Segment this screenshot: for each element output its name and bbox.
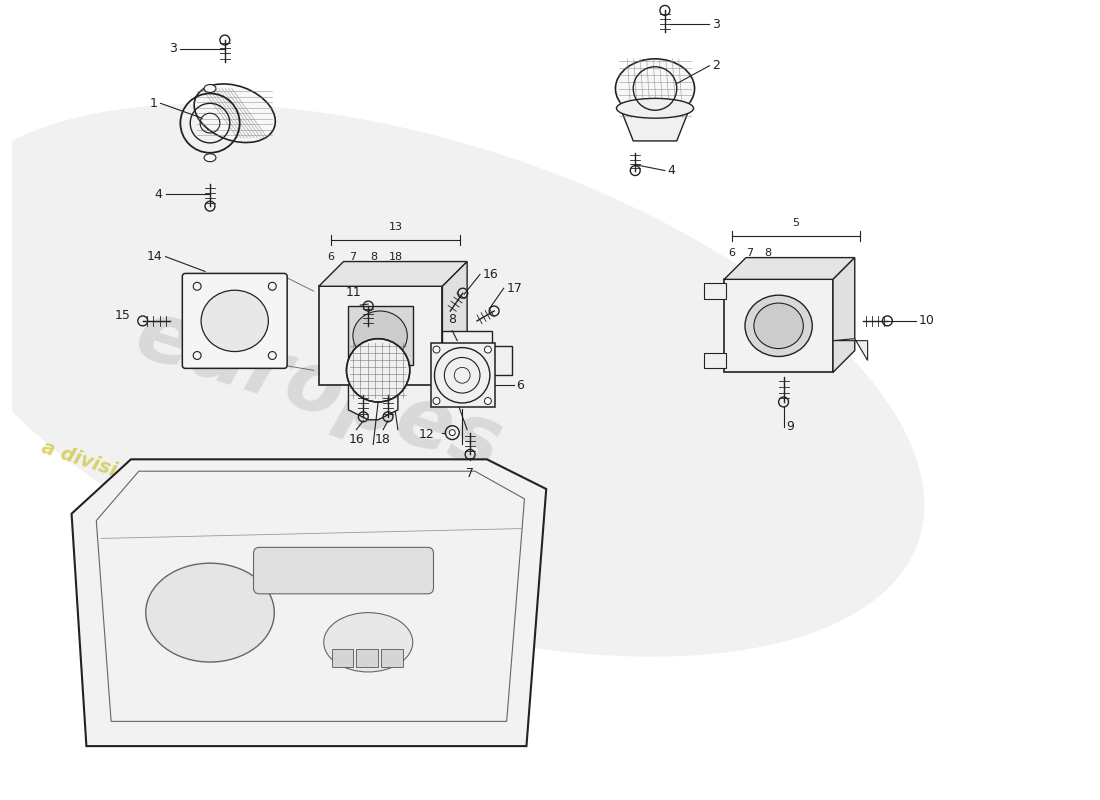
Ellipse shape: [0, 104, 924, 657]
Text: 7: 7: [349, 252, 356, 262]
Text: 7: 7: [747, 248, 754, 258]
Ellipse shape: [205, 154, 216, 162]
Polygon shape: [72, 459, 547, 746]
Bar: [331, 649, 353, 667]
Polygon shape: [349, 385, 398, 420]
Text: 6: 6: [517, 378, 525, 392]
Circle shape: [433, 346, 440, 353]
Text: 3: 3: [713, 18, 721, 30]
FancyBboxPatch shape: [183, 274, 287, 368]
Text: 8: 8: [371, 252, 377, 262]
Text: 5: 5: [792, 218, 800, 228]
Polygon shape: [442, 330, 512, 375]
Polygon shape: [319, 286, 442, 385]
Ellipse shape: [616, 98, 694, 118]
Text: 8: 8: [764, 248, 771, 258]
Polygon shape: [620, 108, 690, 141]
Text: 16: 16: [349, 433, 364, 446]
Ellipse shape: [754, 303, 803, 349]
Text: 8: 8: [449, 313, 456, 326]
Polygon shape: [724, 258, 855, 279]
Text: 4: 4: [668, 164, 675, 177]
Ellipse shape: [745, 295, 812, 357]
Polygon shape: [833, 258, 855, 372]
Ellipse shape: [195, 84, 275, 142]
Text: 11: 11: [345, 286, 361, 299]
Text: 6: 6: [728, 248, 736, 258]
Circle shape: [484, 398, 492, 405]
Circle shape: [449, 430, 455, 435]
Ellipse shape: [323, 613, 412, 672]
Text: 2: 2: [713, 59, 721, 72]
Text: 18: 18: [375, 433, 390, 446]
Text: 14: 14: [146, 250, 163, 263]
Text: 16: 16: [483, 268, 498, 281]
Text: europes: europes: [125, 293, 512, 487]
Bar: [704, 353, 726, 368]
Ellipse shape: [353, 311, 407, 361]
Text: 12: 12: [419, 428, 435, 441]
Polygon shape: [319, 262, 468, 286]
Ellipse shape: [205, 85, 216, 93]
Text: 9: 9: [786, 420, 794, 433]
Ellipse shape: [145, 563, 274, 662]
Bar: [430, 342, 495, 407]
Text: 10: 10: [918, 314, 935, 327]
Text: 13: 13: [388, 222, 403, 232]
Bar: [381, 649, 403, 667]
Circle shape: [484, 346, 492, 353]
Text: 15: 15: [116, 310, 131, 322]
Bar: [356, 649, 378, 667]
Polygon shape: [724, 279, 833, 372]
Ellipse shape: [616, 59, 694, 118]
Text: 6: 6: [327, 252, 334, 262]
Bar: [704, 283, 726, 299]
Polygon shape: [833, 338, 868, 361]
Text: 4: 4: [155, 188, 163, 201]
Text: 18: 18: [389, 252, 403, 262]
Ellipse shape: [201, 290, 268, 351]
FancyBboxPatch shape: [253, 547, 433, 594]
Text: 1: 1: [150, 97, 157, 110]
Text: 7: 7: [466, 467, 474, 480]
Bar: [349, 306, 412, 366]
Text: 17: 17: [507, 282, 522, 294]
Text: 3: 3: [169, 42, 177, 55]
Text: a division for parts since 1985: a division for parts since 1985: [39, 438, 362, 559]
Circle shape: [346, 338, 410, 402]
Circle shape: [433, 398, 440, 405]
Polygon shape: [442, 262, 468, 385]
